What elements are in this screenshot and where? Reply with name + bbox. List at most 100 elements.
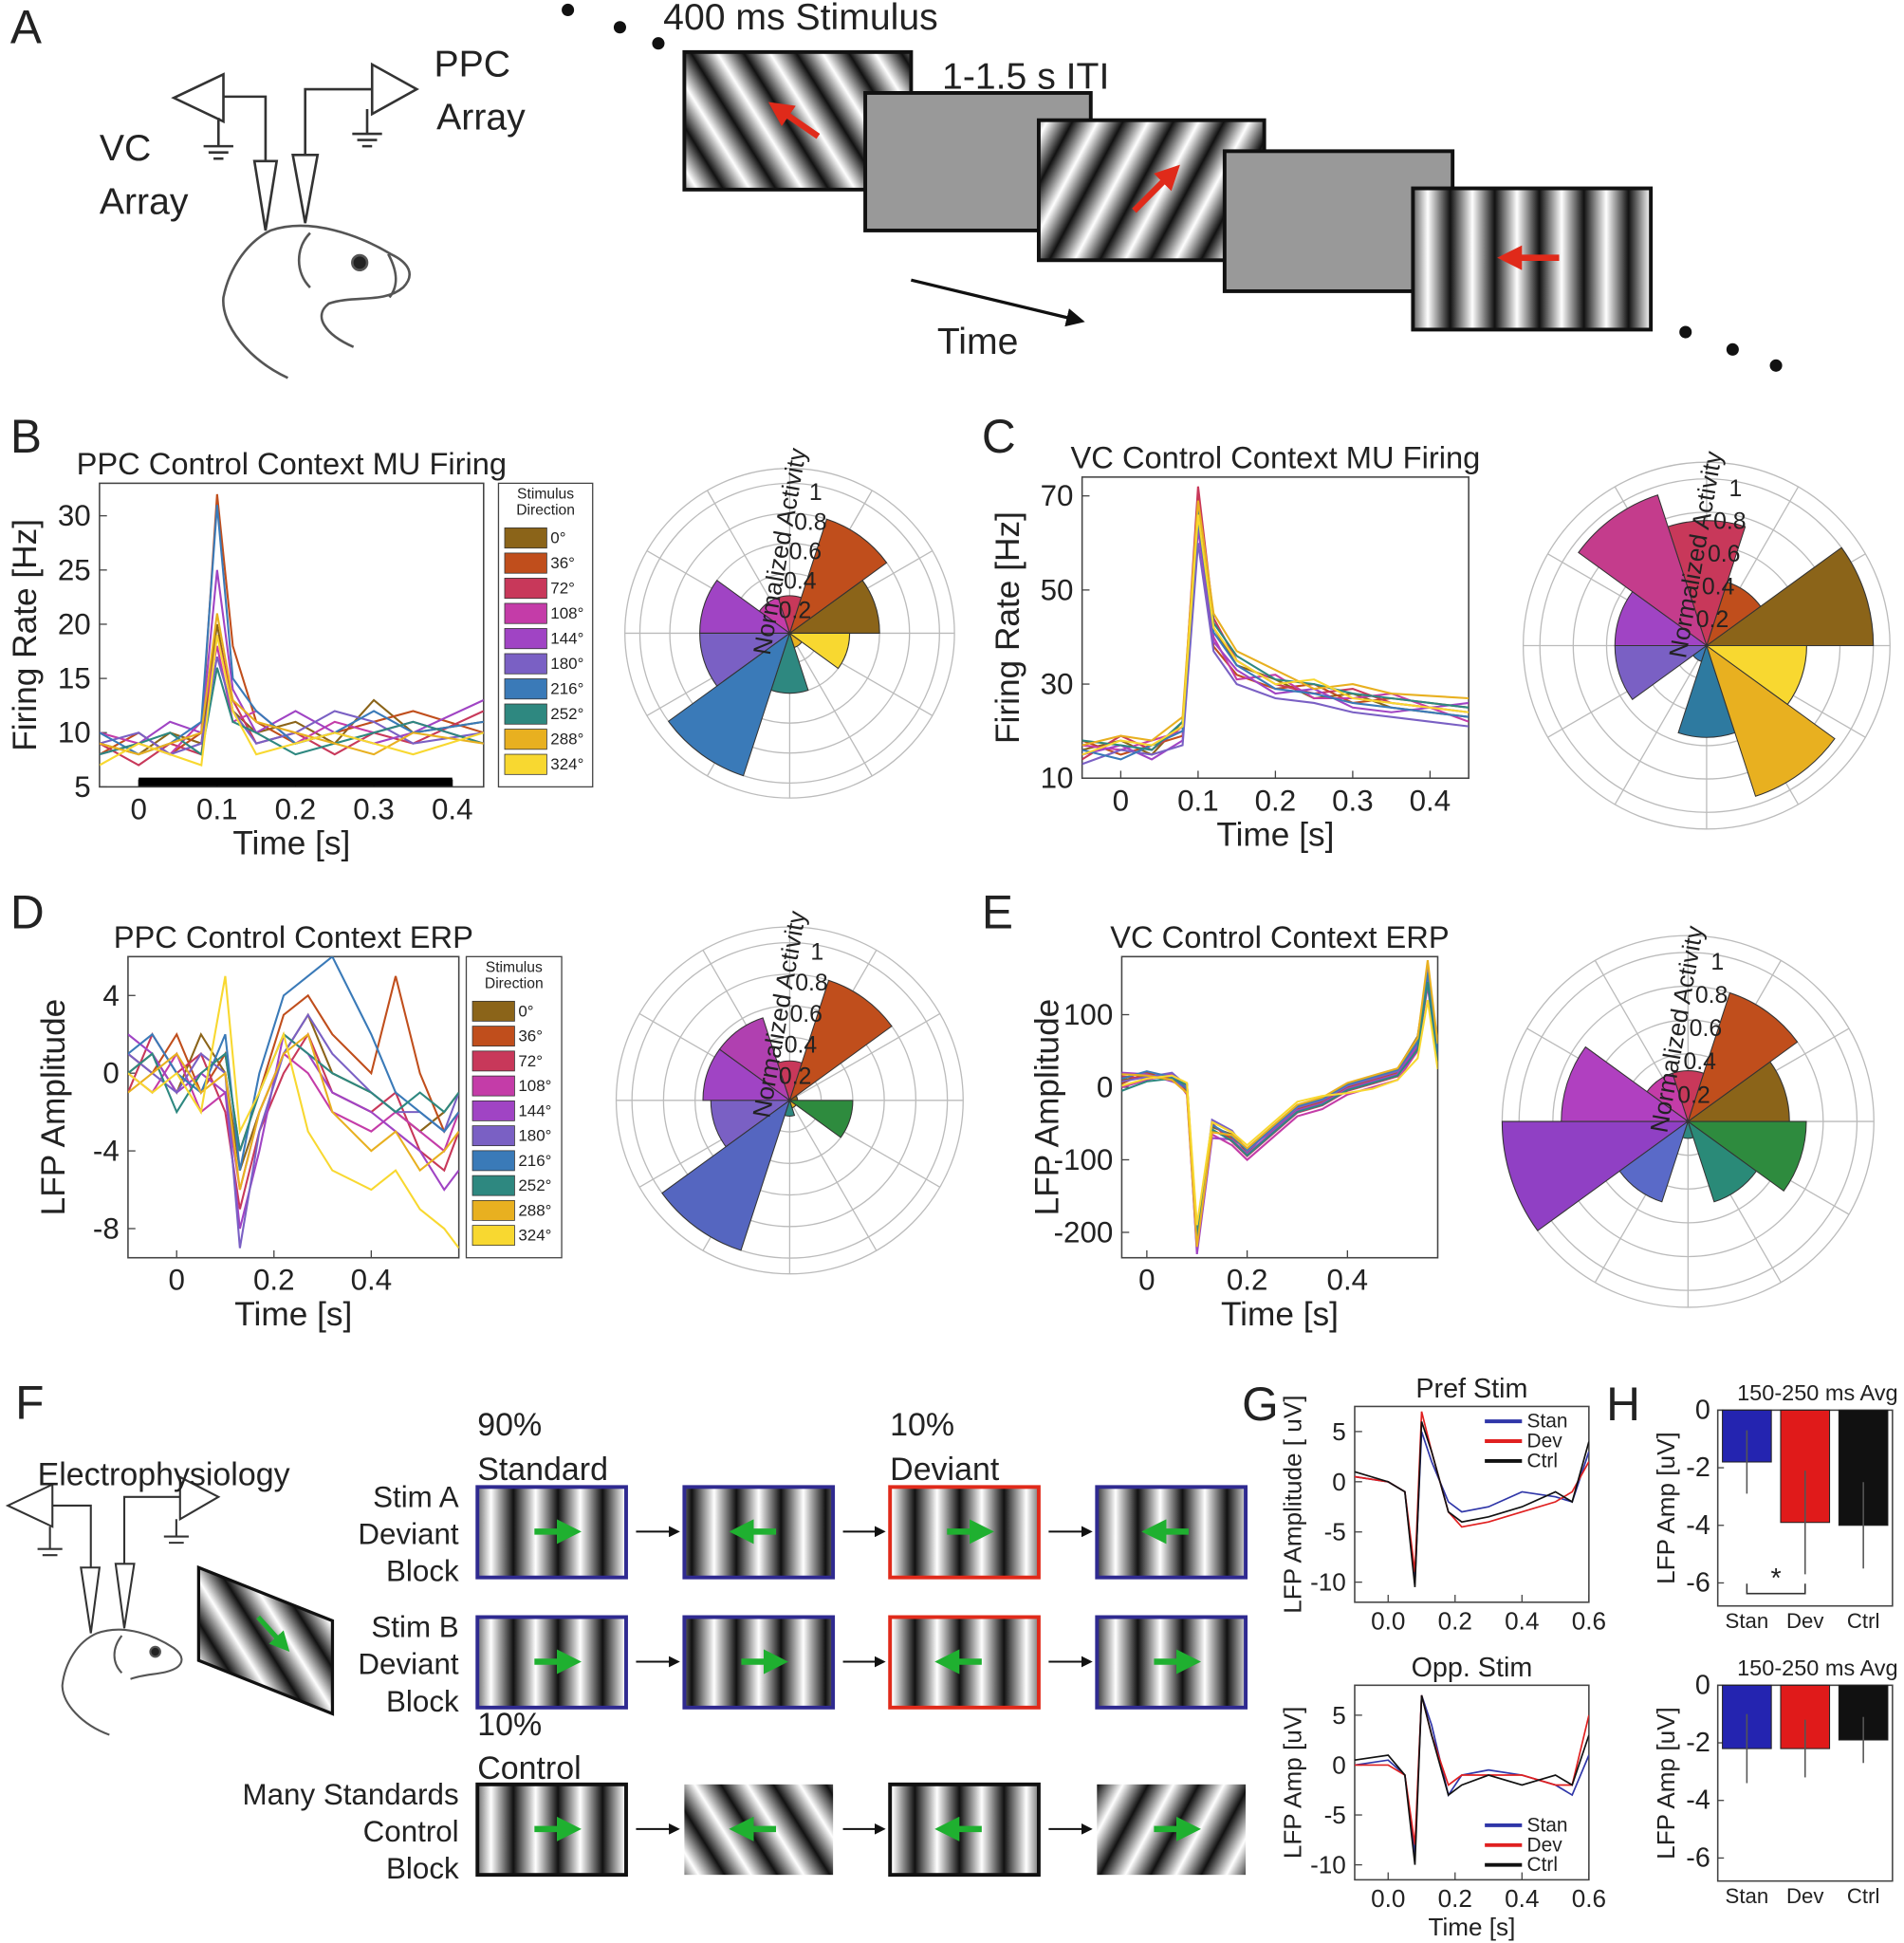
trace [1081, 543, 1470, 766]
polar-wedge [1618, 1120, 1690, 1203]
standard-label: Standard [477, 1452, 608, 1488]
y-tick-label: -5 [1324, 1518, 1346, 1546]
polar-wedge [770, 631, 809, 694]
x-tick-label: 0.2 [1227, 1264, 1268, 1297]
r-tick-label: 0.8 [1713, 509, 1746, 534]
y-tick-label: 30 [1041, 668, 1074, 701]
x-tick-label: 0 [130, 792, 146, 825]
legend-label: 252° [518, 1176, 551, 1194]
trace [1081, 528, 1470, 761]
y-axis-label: Firing Rate [Hz] [989, 511, 1026, 744]
r-tick-label: 0.2 [1696, 607, 1728, 633]
y-tick-label: 0 [1332, 1468, 1346, 1496]
x-tick-label: 0.4 [1410, 784, 1451, 817]
plot-area [1120, 955, 1439, 1259]
legend-label: 180° [550, 655, 583, 673]
x-tick-label: 0.2 [1438, 1606, 1472, 1635]
row-label: Deviant [358, 1648, 459, 1681]
trace [1081, 509, 1470, 751]
r-tick-label: 0.2 [779, 599, 811, 624]
row-label: Many Standards [243, 1778, 459, 1811]
x-axis-label: Time [s] [1221, 1296, 1339, 1333]
x-tick-label: 0 [1138, 1264, 1155, 1297]
row-label: Block [386, 1685, 459, 1718]
r-tick-label: 0.8 [795, 971, 827, 996]
y-tick-label: -5 [1324, 1801, 1346, 1829]
row-label: Block [386, 1852, 459, 1885]
polar-wedge [1705, 546, 1875, 647]
x-tick-label: 0.4 [1505, 1606, 1539, 1635]
trace [127, 975, 459, 1249]
legend-swatch [471, 1199, 515, 1221]
polar-wedge [1501, 1120, 1690, 1231]
legend-label: 324° [518, 1227, 551, 1245]
trace [1081, 514, 1470, 751]
polar-wedge [787, 632, 851, 670]
x-tick-label: 0 [168, 1264, 184, 1297]
legend-label: Stan [1527, 1814, 1568, 1836]
legend-swatch [504, 602, 547, 624]
y-axis-label: LFP Amp [uV] [1652, 1432, 1680, 1584]
polar-wedge [1614, 644, 1709, 701]
x-tick-label: 0.0 [1371, 1606, 1405, 1635]
stimulus-sequence [682, 49, 1654, 332]
polar-wedge [1561, 1046, 1690, 1122]
legend-label: 72° [518, 1052, 543, 1070]
x-tick-label: 0 [1113, 784, 1129, 817]
legend-swatch [504, 753, 547, 775]
ferret-setup-f [5, 1475, 335, 1736]
y-tick-label: -4 [1686, 1510, 1710, 1541]
trace [1081, 514, 1470, 756]
x-tick-label: 0.4 [351, 1264, 393, 1297]
trace [1081, 524, 1470, 756]
polar-wedge [787, 1100, 854, 1138]
deviant-label: Deviant [890, 1452, 1000, 1488]
standard-label: 90% [477, 1407, 542, 1443]
r-tick-label: 0.8 [1695, 983, 1728, 1009]
legend-title: Direction [485, 976, 544, 992]
legend-swatch [471, 1225, 515, 1247]
legend-swatch [504, 678, 547, 700]
chart-title: VC Control Context MU Firing [1071, 439, 1481, 474]
ferret-setup [171, 62, 419, 379]
polar-wedge [661, 1099, 791, 1251]
control-label: Control [477, 1750, 581, 1786]
x-tick-label: 0.4 [1505, 1884, 1539, 1913]
polar-spoke [789, 1012, 941, 1101]
y-tick-label: 0 [1695, 1395, 1710, 1425]
array-label: VC [100, 128, 151, 169]
trace [1354, 1694, 1589, 1865]
x-tick-label: 0.6 [1572, 1884, 1606, 1913]
oddball-sequences [475, 1485, 1248, 1878]
y-tick-label: -10 [1310, 1568, 1346, 1597]
polar-wedge [788, 979, 893, 1102]
r-tick-label: 0.6 [1708, 542, 1740, 567]
y-tick-label: 10 [1041, 762, 1074, 795]
y-tick-label: 4 [102, 979, 119, 1012]
y-tick-label: -6 [1686, 1567, 1710, 1598]
polar-frame [615, 926, 964, 1275]
r-tick-label: 0.2 [1677, 1083, 1710, 1108]
legend-title: Stimulus [517, 487, 574, 503]
r-tick-label: 0.6 [1690, 1016, 1722, 1042]
x-axis-label: Time [s] [234, 1296, 352, 1333]
traces [127, 956, 459, 1249]
legend-label: 108° [518, 1077, 551, 1095]
polar-wedge [784, 1099, 796, 1117]
row-label: Deviant [358, 1517, 459, 1550]
polar-wedge [1687, 991, 1799, 1123]
x-tick-label: 0.3 [353, 792, 395, 825]
trace [99, 635, 484, 767]
y-tick-label: 25 [58, 553, 91, 586]
y-tick-label: 10 [58, 716, 91, 749]
legend-swatch [471, 1100, 515, 1121]
traces [1121, 959, 1438, 1255]
trace [99, 667, 484, 756]
row-label: Stim A [373, 1480, 459, 1513]
trace [127, 956, 459, 1171]
x-tick-label: 0.1 [196, 792, 238, 825]
category-label: Stan [1726, 1884, 1769, 1908]
array-label: PPC [434, 44, 511, 84]
traces [1354, 1411, 1589, 1587]
r-tick-label: 0.4 [1702, 575, 1735, 601]
